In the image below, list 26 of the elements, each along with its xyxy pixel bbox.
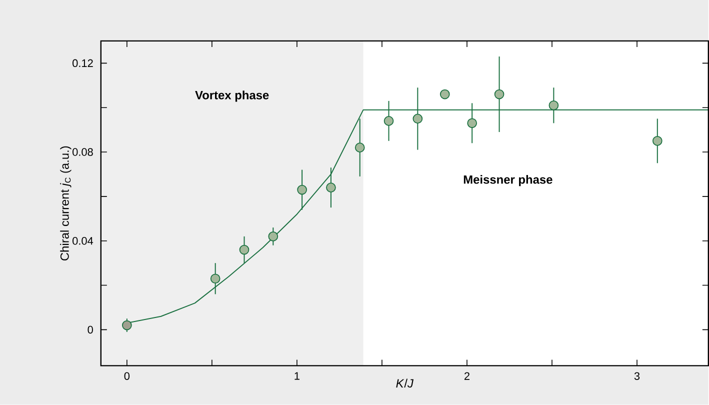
point <box>652 136 662 146</box>
x-axis-title: K/J <box>396 378 414 388</box>
y-tick-label: 0 <box>88 326 93 334</box>
x-tick-label: 0 <box>124 372 130 380</box>
x-tick-label: 3 <box>634 372 640 380</box>
y-tick-label: 0.12 <box>72 59 93 68</box>
x-tick-label: 2 <box>464 372 470 380</box>
point <box>122 320 132 330</box>
point <box>354 142 365 153</box>
point <box>548 100 559 110</box>
point <box>412 114 423 124</box>
point <box>326 182 336 193</box>
point <box>239 244 250 255</box>
point <box>467 118 478 128</box>
annotation: Meissner phase <box>464 175 552 186</box>
band-label: Vortex phase <box>195 90 269 102</box>
point <box>268 232 278 242</box>
y-axis-title: Chiral current j$_{C}$ (a.u.) <box>60 146 72 261</box>
y-tick-label: 0.04 <box>72 237 94 245</box>
point <box>494 90 504 100</box>
point <box>384 116 394 126</box>
point <box>440 90 450 100</box>
point <box>210 274 220 284</box>
point <box>297 185 307 195</box>
y-tick-label: 0.08 <box>72 148 93 156</box>
x-tick-label: 1 <box>294 372 300 380</box>
